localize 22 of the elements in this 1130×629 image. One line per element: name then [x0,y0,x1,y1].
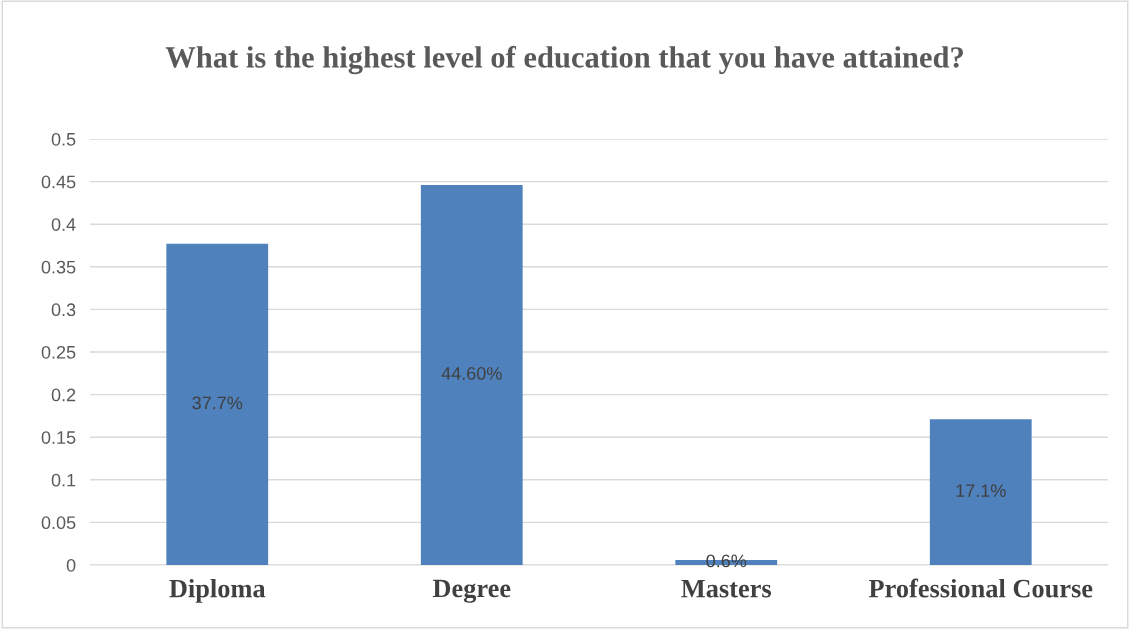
y-tick-label: 0.25 [41,345,76,359]
data-label: 17.1% [956,484,1006,497]
x-tick-label: Degree [432,579,511,603]
bar [420,185,523,565]
y-tick-label: 0.5 [51,132,76,146]
data-label: 37.7% [192,396,243,410]
y-tick-label: 0.35 [41,260,76,274]
y-tick-label: 0 [66,558,76,572]
y-tick-label: 0.05 [41,516,76,530]
chart-title: What is the highest level of education that you have attained? [165,45,963,75]
y-tick-label: 0.2 [51,388,76,402]
y-tick-label: 0.4 [51,218,76,231]
data-label: 44.60% [441,367,502,380]
bar [166,243,269,565]
x-tick-label: Professional Course [868,578,1093,598]
y-tick-label: 0.15 [41,431,76,444]
y-tick-label: 0.1 [51,473,76,487]
x-tick-label: Diploma [169,578,266,603]
x-tick-label: Masters [681,579,772,598]
y-tick-label: 0.3 [51,303,76,317]
y-tick-label: 0.45 [41,175,76,189]
bar [929,419,1032,565]
